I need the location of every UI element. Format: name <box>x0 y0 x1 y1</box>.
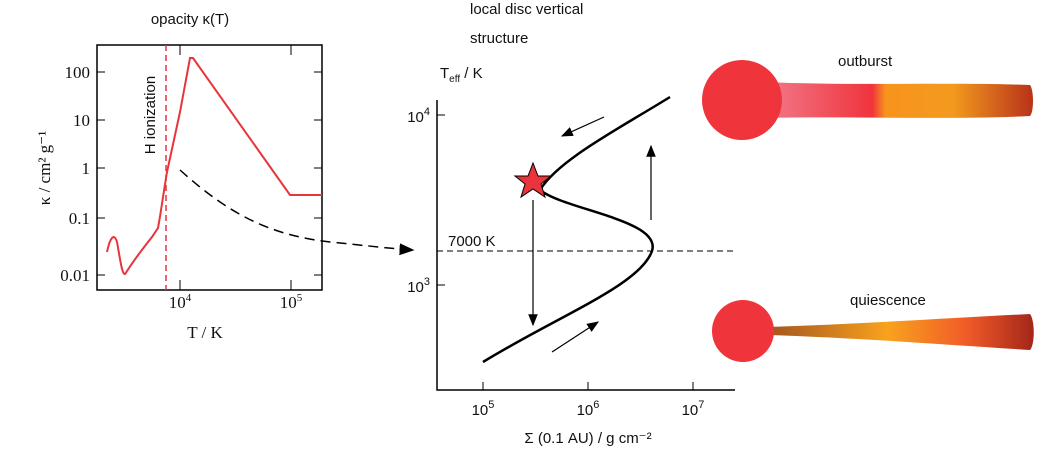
axes <box>436 100 735 391</box>
x-tick-label: 104 <box>169 292 192 312</box>
annotation: 7000 K <box>448 233 496 250</box>
y-tick-label: 100 <box>65 63 91 82</box>
mapping-arrow <box>179 169 415 256</box>
y-tick-label: 1 <box>82 159 91 178</box>
outburst-star <box>702 60 782 140</box>
y-tick-label: 103 <box>407 276 430 296</box>
y-tick-label: 104 <box>407 106 430 126</box>
ticks <box>97 45 322 290</box>
panel-title: opacity κ(T) <box>151 11 229 28</box>
x-tick-label: 105 <box>472 399 495 419</box>
x-tick-label: 105 <box>280 292 303 312</box>
y-axis-label: Teff / K <box>440 65 483 85</box>
opacity-curve <box>106 57 322 276</box>
opacity-panel: opacity κ(T) 100 10 1 0.1 0.01 104 105 T… <box>35 11 415 342</box>
panel-title: structure <box>470 30 528 47</box>
star <box>513 161 553 199</box>
y-axis-label: κ / cm² g⁻¹ <box>35 131 54 205</box>
s-curve <box>482 95 671 364</box>
x-tick-label: 107 <box>682 399 705 419</box>
state-label: outburst <box>838 53 893 70</box>
quiescence-disc <box>768 314 1034 350</box>
s-curve-panel: local disc vertical structure Teff / K 1… <box>407 1 735 447</box>
ticks <box>437 114 694 390</box>
disc-sketches: outburst quiescence <box>702 53 1034 362</box>
x-axis-label: T / K <box>187 323 223 342</box>
x-tick-label: 106 <box>577 399 600 419</box>
y-tick-label: 10 <box>73 111 90 130</box>
y-tick-label: 0.01 <box>60 266 90 285</box>
outburst-disc <box>765 82 1033 118</box>
y-tick-label: 0.1 <box>69 209 90 228</box>
panel-title: local disc vertical <box>470 1 583 18</box>
x-axis-label: Σ (0.1 AU) / g cm⁻² <box>524 430 651 447</box>
cycle-arrows <box>528 116 656 353</box>
quiescence-star <box>712 300 774 362</box>
annotation: H ionization <box>142 76 159 154</box>
state-label: quiescence <box>850 292 926 309</box>
